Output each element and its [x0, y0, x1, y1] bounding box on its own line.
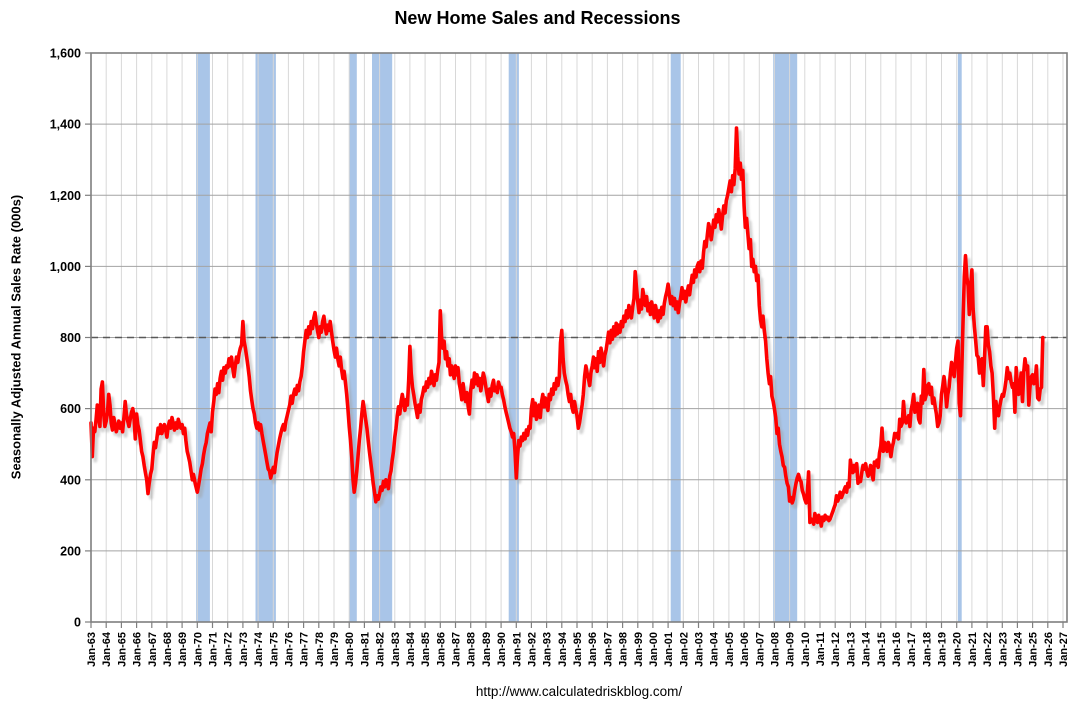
x-tick-label: Jan-70: [192, 632, 204, 667]
x-tick-label: Jan-18: [921, 632, 933, 667]
x-tick-label: Jan-81: [359, 632, 371, 667]
x-tick-label: Jan-64: [101, 631, 113, 667]
x-tick-label: Jan-03: [694, 632, 706, 667]
chart-title: New Home Sales and Recessions: [394, 8, 681, 28]
x-tick-label: Jan-66: [132, 632, 144, 667]
x-tick-label: Jan-78: [314, 632, 326, 667]
x-tick-label: Jan-12: [830, 632, 842, 667]
x-tick-label: Jan-84: [405, 631, 417, 667]
x-tick-label: Jan-27: [1058, 632, 1070, 667]
y-tick-label: 1,600: [50, 47, 81, 61]
x-tick-label: Jan-72: [223, 632, 235, 667]
x-tick-label: Jan-74: [253, 631, 265, 667]
x-tick-label: Jan-02: [678, 632, 690, 667]
x-tick-label: Jan-88: [466, 632, 478, 667]
x-tick-label: Jan-90: [496, 632, 508, 667]
x-tick-label: Jan-11: [815, 632, 827, 666]
x-tick-label: Jan-92: [526, 632, 538, 667]
x-tick-label: Jan-19: [937, 632, 949, 667]
x-tick-label: Jan-98: [618, 632, 630, 667]
y-tick-label: 600: [60, 402, 81, 416]
x-tick-label: Jan-69: [177, 632, 189, 667]
x-tick-label: Jan-86: [435, 632, 447, 667]
x-tick-label: Jan-83: [390, 632, 402, 667]
x-tick-label: Jan-04: [709, 631, 721, 667]
y-tick-label: 200: [60, 544, 81, 558]
x-tick-label: Jan-76: [283, 632, 295, 667]
x-tick-label: Jan-85: [420, 632, 432, 667]
x-tick-label: Jan-96: [587, 632, 599, 667]
x-tick-label: Jan-24: [1012, 631, 1024, 667]
x-tick-label: Jan-22: [982, 632, 994, 667]
x-tick-label: Jan-07: [754, 632, 766, 667]
x-tick-label: Jan-10: [800, 632, 812, 667]
y-tick-label: 400: [60, 473, 81, 487]
x-tick-label: Jan-95: [572, 632, 584, 667]
x-tick-label: Jan-63: [86, 632, 98, 667]
x-tick-label: Jan-00: [648, 632, 660, 667]
x-tick-label: Jan-20: [952, 632, 964, 667]
x-tick-label: Jan-89: [481, 632, 493, 667]
x-tick-label: Jan-80: [344, 632, 356, 667]
x-tick-label: Jan-26: [1043, 632, 1055, 667]
x-tick-label: Jan-71: [208, 632, 220, 667]
x-tick-label: Jan-65: [116, 632, 128, 667]
x-tick-label: Jan-73: [238, 632, 250, 667]
x-tick-label: Jan-97: [602, 632, 614, 667]
x-tick-label: Jan-09: [785, 632, 797, 667]
y-tick-label: 800: [60, 331, 81, 345]
x-tick-label: Jan-82: [375, 632, 387, 667]
source-url: http://www.calculatedriskblog.com/: [475, 684, 683, 699]
x-tick-label: Jan-21: [967, 632, 979, 667]
y-tick-label: 0: [74, 616, 81, 630]
x-tick-label: Jan-05: [724, 632, 736, 667]
x-tick-label: Jan-67: [147, 632, 159, 667]
x-tick-label: Jan-17: [906, 632, 918, 667]
x-tick-label: Jan-94: [557, 631, 569, 667]
x-tick-label: Jan-01: [663, 632, 675, 667]
x-tick-label: Jan-25: [1028, 632, 1040, 667]
x-tick-label: Jan-75: [268, 632, 280, 667]
plot-border: [90, 52, 1068, 623]
x-tick-label: Jan-13: [845, 632, 857, 667]
x-tick-label: Jan-99: [633, 632, 645, 667]
x-tick-label: Jan-77: [299, 632, 311, 667]
x-tick-label: Jan-16: [891, 632, 903, 667]
x-tick-label: Jan-87: [451, 632, 463, 667]
x-tick-label: Jan-23: [997, 632, 1009, 667]
sales-line: [89, 126, 1045, 528]
y-tick-label: 1,000: [50, 260, 81, 274]
x-tick-label: Jan-91: [511, 632, 523, 667]
x-tick-label: Jan-06: [739, 632, 751, 667]
x-tick-label: Jan-15: [876, 632, 888, 667]
sales-line-shadow: [92, 130, 1048, 532]
y-tick-label: 1,200: [50, 189, 81, 203]
x-tick-label: Jan-14: [861, 631, 873, 667]
x-tick-label: Jan-79: [329, 632, 341, 667]
x-tick-label: Jan-93: [542, 632, 554, 667]
y-tick-label: 1,400: [50, 118, 81, 132]
x-tick-label: Jan-68: [162, 632, 174, 667]
x-tick-label: Jan-08: [769, 632, 781, 667]
